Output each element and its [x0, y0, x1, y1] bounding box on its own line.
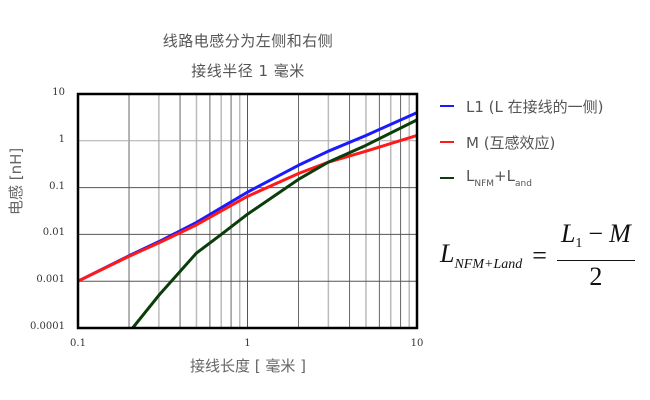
formula-equals: = [532, 240, 547, 270]
legend-item-l1: L1 (L 在接线的一侧) [440, 88, 604, 124]
legend-label-m: M (互感效应) [466, 133, 556, 152]
chart-title-line2: 接线半径 1 毫米 [191, 62, 305, 80]
y-tick-label: 0.001 [36, 274, 65, 286]
legend: L1 (L 在接线的一侧) M (互感效应) LNFM+Land [440, 88, 604, 196]
legend-item-lnfm: LNFM+Land [440, 160, 604, 196]
legend-swatch-blue [440, 105, 454, 107]
formula-numerator: L1− M [556, 218, 635, 261]
formula-fraction: L1− M 2 [556, 218, 635, 293]
x-axis-label: 接线长度 [ 毫米 ] [189, 357, 306, 375]
legend-item-m: M (互感效应) [440, 124, 604, 160]
legend-swatch-red [440, 141, 454, 143]
series-line [77, 134, 418, 283]
x-tick-label: 10 [410, 338, 424, 349]
y-tick-label: 0.1 [49, 180, 65, 192]
y-tick-label: 10 [52, 87, 65, 98]
y-tick-label: 0.0001 [30, 321, 65, 332]
formula-denominator: 2 [589, 262, 603, 291]
chart-title-line1: 线路电感分为左侧和右侧 [162, 32, 334, 50]
y-tick-label: 0.01 [42, 227, 65, 239]
legend-label-l1: L1 (L 在接线的一侧) [466, 97, 604, 116]
y-axis-label: 电感 [nH] [7, 147, 25, 215]
x-tick-label: 1 [244, 338, 251, 349]
legend-swatch-green [440, 177, 454, 179]
legend-label-lnfm: LNFM+Land [466, 167, 532, 189]
formula: LNFM+Land = L1− M 2 [440, 218, 635, 293]
x-tick-label: 0.1 [70, 338, 86, 349]
series-line [131, 118, 418, 329]
y-tick-label: 1 [58, 133, 65, 145]
formula-lhs: LNFM+Land [440, 238, 523, 272]
